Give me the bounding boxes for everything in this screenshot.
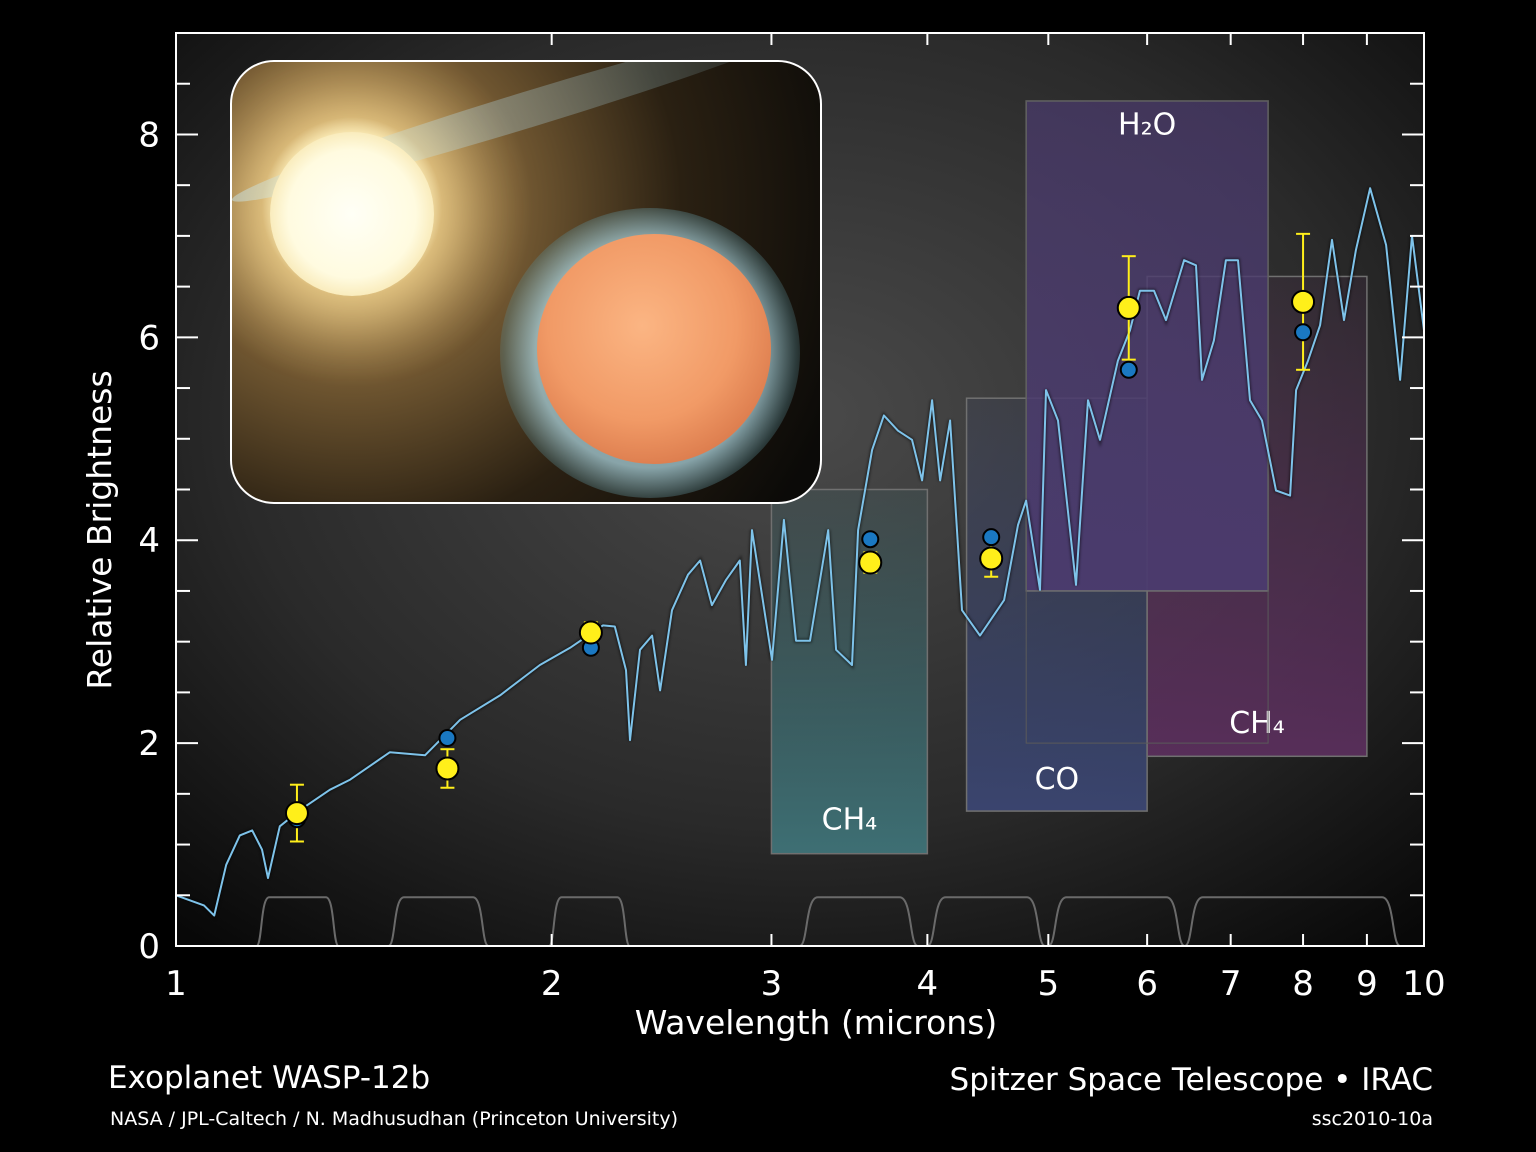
y-tick-label-2: 4 [138,521,160,561]
model-band-point-6 [1294,323,1313,342]
observed-point-2 [578,620,603,645]
x-tick-label-8: 9 [1356,964,1378,1004]
y-axis-label: Relative Brightness [80,370,119,689]
x-tick-label-7: 8 [1292,964,1314,1004]
band-label-1: CO [1035,762,1080,797]
filter-bandpass-4 [926,896,1046,947]
y-tick-label-3: 6 [138,318,160,358]
planet-image [537,234,771,464]
x-tick-label-9: 10 [1402,964,1445,1004]
x-tick-label-3: 4 [917,964,939,1004]
band-label-2: CH₄ [1229,706,1285,741]
star-image [270,132,434,296]
model-spectrum-line [175,187,1425,917]
model-band-point-1 [438,729,457,748]
observed-point-5 [1116,295,1141,320]
observed-point-3 [858,550,883,575]
band-label-0: CH₄ [822,802,878,837]
artist-concept-inset [230,60,822,504]
filter-bandpass-3 [799,896,919,947]
filter-bandpass-0 [255,896,340,947]
footer-mission: Spitzer Space Telescope • IRAC [949,1062,1433,1098]
observed-point-1 [435,756,460,781]
band-label-3: H₂O [1118,107,1176,142]
filter-bandpass-2 [547,896,631,947]
footer-credit: NASA / JPL-Caltech / N. Madhusudhan (Pri… [110,1108,679,1130]
absorption-band-0 [770,488,929,855]
y-tick-label-4: 8 [138,115,160,155]
y-tick-label-0: 0 [138,927,160,967]
filter-bandpass-6 [1184,896,1401,947]
absorption-band-3 [1025,100,1269,592]
x-tick-label-0: 1 [165,964,187,1004]
observed-point-4 [979,546,1004,571]
x-axis-label: Wavelength (microns) [635,1003,998,1042]
filter-bandpass-1 [387,896,490,947]
model-band-point-3 [861,530,880,549]
h2o-band-outline [1025,100,1269,744]
x-tick-label-5: 6 [1136,964,1158,1004]
x-tick-label-2: 3 [761,964,783,1004]
footer-title: Exoplanet WASP-12b [108,1060,431,1096]
footer-id: ssc2010-10a [1311,1108,1433,1130]
x-tick-label-4: 5 [1037,964,1059,1004]
y-tick-label-1: 2 [138,724,160,764]
model-band-point-5 [1119,360,1138,379]
observed-point-6 [1291,289,1316,314]
observed-point-0 [284,801,309,826]
model-band-point-4 [982,528,1001,547]
x-tick-label-1: 2 [541,964,563,1004]
filter-bandpass-5 [1047,896,1186,947]
x-tick-label-6: 7 [1220,964,1242,1004]
